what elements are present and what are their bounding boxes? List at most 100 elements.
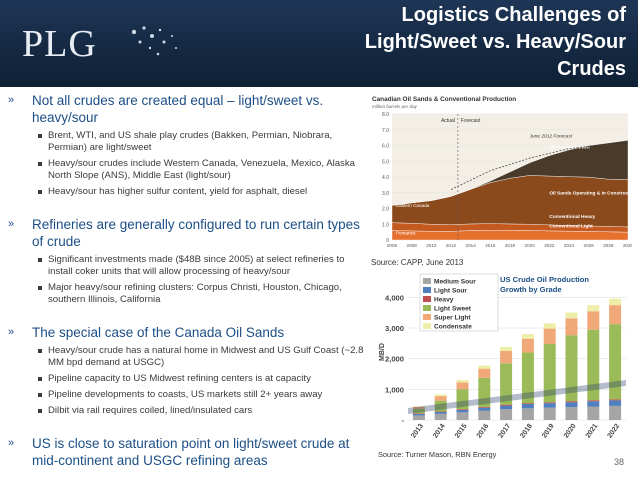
chevron-icon: »	[8, 94, 15, 106]
chart2-bar-super-light	[500, 351, 513, 364]
chart1-series-label: Oil Sands Operating & In Construction	[549, 190, 632, 196]
chart1-x-tick: 2014	[466, 243, 477, 248]
chart2-bar-medium-sour	[434, 413, 447, 420]
chart2-legend-label: Light Sour	[434, 288, 467, 295]
section-heading: » Not all crudes are created equal – ligh…	[8, 93, 324, 125]
chart2-trend-band	[408, 380, 626, 414]
chart2-bar-medium-sour	[456, 412, 469, 420]
chart2-bar-light-sweet	[565, 335, 578, 402]
chart2-bar-light-sour	[543, 403, 556, 408]
chart2-legend-label: Medium Sour	[434, 279, 476, 286]
bullet-item: Brent, WTI, and US shale play crudes (Ba…	[38, 130, 370, 154]
section-heading: » The special case of the Canada Oil Sand…	[8, 325, 285, 340]
logo-dots-icon	[131, 26, 177, 56]
chart2-bar-condensate	[543, 323, 556, 329]
chart2-bar-condensate	[521, 334, 534, 339]
chart2-bar-condensate	[565, 312, 578, 319]
chart2-bar-medium-sour	[587, 406, 600, 420]
chart1-x-tick: 2018	[505, 243, 516, 248]
chart2-bar-light-sweet	[543, 343, 556, 403]
chart1-area-oil-sands-growth	[391, 140, 629, 206]
bullet-item: Heavy/sour has higher sulfur content, yi…	[38, 186, 370, 198]
chart2-bar-super-light	[543, 328, 556, 344]
chart2-bar-light-sweet	[521, 352, 534, 404]
chart2-bar-light-sour	[521, 404, 534, 409]
plg-logo: PLG	[22, 23, 97, 65]
chart2-bar-condensate	[609, 298, 622, 306]
chart2-bar-super-light	[565, 318, 578, 336]
chart2-bar-light-sweet	[500, 363, 513, 405]
chart1-x-tick: 2006	[387, 243, 398, 248]
chart2-bar-condensate	[500, 347, 513, 351]
chart1-x-tick: 2022	[544, 243, 555, 248]
bullet-item: Pipeline capacity to US Midwest refining…	[38, 373, 370, 385]
chart1-x-tick: 2010	[426, 243, 437, 248]
chart1-title: Canadian Oil Sands & Conventional Produc…	[372, 96, 516, 103]
chart2-bar-medium-sour	[609, 405, 622, 420]
section-refineries: » Refineries are generally configured to …	[8, 216, 370, 306]
chevron-icon: »	[8, 218, 15, 230]
chart2-y-label: MB/D	[379, 343, 386, 361]
chart2-bar-light-sweet	[478, 377, 491, 407]
bullet-item: Heavy/sour crudes include Western Canada…	[38, 158, 370, 182]
chart2-bar-medium-sour	[543, 407, 556, 420]
chart1-y-tick: 0	[386, 238, 389, 244]
chart1-annotation: Forecast	[461, 118, 481, 124]
chart1-y-tick: 8.0	[382, 112, 389, 118]
chart1-y-tick: 6.0	[382, 144, 389, 150]
chart2-bar-heavy	[478, 406, 491, 408]
chart2-bar-light-sweet	[434, 400, 447, 412]
chart2-legend-label: Heavy	[434, 297, 454, 304]
bullet-content: » Not all crudes are created equal – ligh…	[8, 92, 370, 487]
chart2-bar-heavy	[412, 413, 425, 414]
chevron-icon: »	[8, 326, 15, 338]
chart2-bar-super-light	[587, 311, 600, 330]
title-line-2: Light/Sweet vs. Heavy/Sour	[364, 31, 626, 53]
section-saturation: » US is close to saturation point on ligh…	[8, 435, 370, 469]
chart1-series-label: Oil Sands Growth	[549, 145, 589, 151]
page-number: 38	[613, 457, 624, 467]
chart2-bar-light-sour	[412, 413, 425, 416]
chart1-annotation: Eastern Canada	[396, 203, 430, 208]
chart2-legend-label: Super Light	[434, 315, 471, 322]
chart1-source: Source: CAPP, June 2013	[371, 258, 464, 267]
chart2-legend-swatch	[423, 314, 431, 320]
chart2-bar-heavy	[434, 411, 447, 413]
chart1-x-tick: 2012	[446, 243, 457, 248]
title-line-1: Logistics Challenges of	[401, 4, 626, 26]
chart2-bar-light-sour	[434, 412, 447, 414]
chart1-x-tick: 2008	[407, 243, 418, 248]
chart2-legend-swatch	[423, 323, 431, 329]
chart2-bar-medium-sour	[521, 408, 534, 420]
chart2-legend-swatch	[423, 305, 431, 311]
chart1-y-tick: 3.0	[382, 191, 389, 197]
chart2-bar-super-light	[521, 338, 534, 353]
slide-title: Logistics Challenges of Light/Sweet vs. …	[266, 2, 626, 83]
chart1-x-tick: 2016	[485, 243, 496, 248]
chart2-bar-heavy	[500, 404, 513, 406]
chart2-bar-medium-sour	[565, 407, 578, 420]
chart2-bar-heavy	[587, 400, 600, 402]
bullet-item: Heavy/sour crude has a natural home in M…	[38, 345, 370, 369]
chart2-bar-heavy	[565, 401, 578, 403]
chart2-y-tick: 3,000	[385, 324, 404, 333]
chart1-forecast-line	[450, 142, 629, 190]
chart2-bar-super-light	[434, 396, 447, 401]
chart2-y-tick: 1,000	[385, 385, 404, 394]
chevron-icon: »	[8, 437, 15, 449]
bullet-item: Dilbit via rail requires coiled, lined/i…	[38, 405, 370, 417]
chart2-bar-light-sour	[478, 407, 491, 411]
title-line-3: Crudes	[557, 58, 626, 80]
bullet-item: Pipeline developments to coasts, US mark…	[38, 389, 370, 401]
chart2-bar-heavy	[609, 399, 622, 401]
chart2-bar-light-sour	[587, 401, 600, 407]
chart1-series-label: Conventional Heavy	[549, 214, 595, 220]
chart2-bar-heavy	[521, 403, 534, 405]
chart2-y-tick: 4,000	[385, 293, 404, 302]
chart2-bar-light-sweet	[456, 389, 469, 410]
chart2-bar-condensate	[587, 305, 600, 312]
chart2-legend-box	[419, 273, 499, 332]
section-crude-types: » Not all crudes are created equal – ligh…	[8, 92, 370, 198]
chart2-bar-light-sour	[609, 400, 622, 406]
